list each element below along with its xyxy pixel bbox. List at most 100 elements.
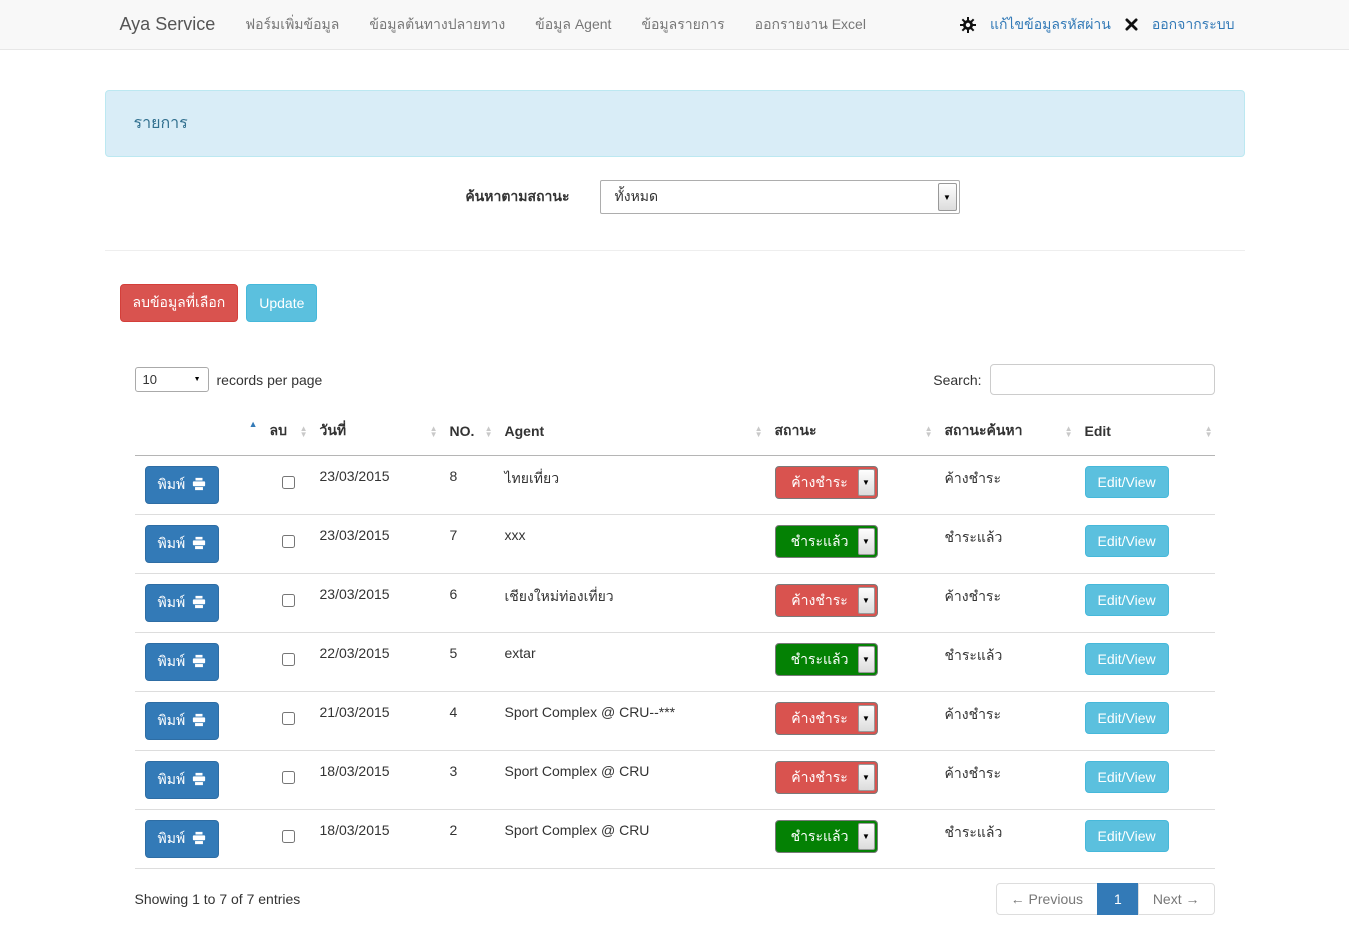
page-1-button[interactable]: 1 xyxy=(1097,883,1139,915)
table-row: พิมพ์ 23/03/2015 6 เชียงใหม่ท่องเที่ยว xyxy=(134,573,1215,633)
edit-view-button[interactable]: Edit/View xyxy=(1084,702,1169,734)
status-select[interactable]: ค้างชำระ ▼ xyxy=(774,466,878,499)
delete-selected-button[interactable]: ลบข้อมูลที่เลือก xyxy=(119,284,239,322)
row-checkbox[interactable] xyxy=(281,594,295,607)
print-button[interactable]: พิมพ์ xyxy=(144,643,220,681)
records-per-page-label: records per page xyxy=(216,371,323,388)
status-select[interactable]: ค้างชำระ ▼ xyxy=(774,584,878,617)
sort-asc-icon: ▲ xyxy=(248,419,258,429)
edit-view-button[interactable]: Edit/View xyxy=(1084,761,1169,793)
nav-item-export-excel[interactable]: ออกรายงาน Excel xyxy=(754,15,866,32)
sort-icons: ▲ ▼ xyxy=(429,424,438,440)
main-nav: ฟอร์มเพิ่มข้อมูล ข้อมูลต้นทางปลายทาง ข้อ… xyxy=(230,0,881,49)
header-no[interactable]: NO. ▲ ▼ xyxy=(439,411,495,456)
header-agent[interactable]: Agent ▲ ▼ xyxy=(494,411,765,456)
status-filter-label: ค้นหาตามสถานะ xyxy=(465,188,570,204)
agent-cell: extar xyxy=(494,632,765,692)
row-checkbox[interactable] xyxy=(281,712,295,725)
edit-view-button[interactable]: Edit/View xyxy=(1084,584,1169,616)
page-size-select[interactable]: 10 ▼ xyxy=(134,367,209,392)
status-select[interactable]: ชำระแล้ว ▼ xyxy=(774,525,878,558)
date-cell: 18/03/2015 xyxy=(309,809,440,869)
logout-link[interactable]: ออกจากระบบ xyxy=(1151,15,1235,32)
status-search-cell: ชำระแล้ว xyxy=(934,632,1075,692)
previous-page-button[interactable]: ← Previous xyxy=(995,883,1099,915)
print-button[interactable]: พิมพ์ xyxy=(144,584,220,622)
status-search-cell: ค้างชำระ xyxy=(934,455,1075,515)
chevron-down-icon: ▼ xyxy=(857,469,875,496)
status-filter-select[interactable]: ทั้งหมด ▼ xyxy=(599,180,960,214)
search-label: Search: xyxy=(933,371,982,388)
search-input[interactable] xyxy=(989,364,1215,395)
chevron-down-icon: ▼ xyxy=(857,528,875,555)
no-cell: 6 xyxy=(439,573,495,633)
close-icon xyxy=(1125,18,1138,31)
sort-icons: ▲ ▼ xyxy=(299,424,308,440)
date-cell: 23/03/2015 xyxy=(309,455,440,515)
status-search-cell: ชำระแล้ว xyxy=(934,514,1075,574)
printer-icon xyxy=(192,772,206,789)
records-table: ▲ ลบ ▲ ▼ วันที่ ▲ ▼ NO. ▲ ▼ Age xyxy=(134,411,1215,869)
sort-icons: ▲ ▼ xyxy=(1204,424,1213,440)
agent-cell: Sport Complex @ CRU xyxy=(494,750,765,810)
nav-item-add-form[interactable]: ฟอร์มเพิ่มข้อมูล xyxy=(245,15,340,32)
next-page-button[interactable]: Next → xyxy=(1137,883,1215,915)
edit-view-button[interactable]: Edit/View xyxy=(1084,643,1169,675)
status-select[interactable]: ค้างชำระ ▼ xyxy=(774,702,878,735)
date-cell: 23/03/2015 xyxy=(309,514,440,574)
header-delete[interactable]: ลบ ▲ ▼ xyxy=(259,411,310,456)
sort-icons: ▲ ▼ xyxy=(924,424,933,440)
nav-item-origin-destination[interactable]: ข้อมูลต้นทางปลายทาง xyxy=(369,15,506,32)
status-search-cell: ชำระแล้ว xyxy=(934,809,1075,869)
print-button[interactable]: พิมพ์ xyxy=(144,525,220,563)
printer-icon xyxy=(192,477,206,494)
date-cell: 22/03/2015 xyxy=(309,632,440,692)
edit-view-button[interactable]: Edit/View xyxy=(1084,820,1169,852)
table-row: พิมพ์ 18/03/2015 3 Sport Complex @ CRU xyxy=(134,750,1215,810)
chevron-down-icon: ▼ xyxy=(857,587,875,614)
nav-item-agent-data[interactable]: ข้อมูล Agent xyxy=(535,15,612,32)
status-select[interactable]: ชำระแล้ว ▼ xyxy=(774,820,878,853)
header-edit[interactable]: Edit ▲ ▼ xyxy=(1074,411,1215,456)
chevron-down-icon: ▼ xyxy=(937,183,957,211)
row-checkbox[interactable] xyxy=(281,653,295,666)
printer-icon xyxy=(192,595,206,612)
sort-icons: ▲ ▼ xyxy=(754,424,763,440)
no-cell: 3 xyxy=(439,750,495,810)
print-button[interactable]: พิมพ์ xyxy=(144,761,220,799)
agent-cell: Sport Complex @ CRU--*** xyxy=(494,691,765,751)
edit-password-link[interactable]: แก้ไขข้อมูลรหัสผ่าน xyxy=(990,15,1111,32)
header-status[interactable]: สถานะ ▲ ▼ xyxy=(764,411,935,456)
print-button[interactable]: พิมพ์ xyxy=(144,820,220,858)
print-button[interactable]: พิมพ์ xyxy=(144,702,220,740)
app-brand: Aya Service xyxy=(119,14,216,34)
status-search-cell: ค้างชำระ xyxy=(934,573,1075,633)
table-row: พิมพ์ 21/03/2015 4 Sport Complex @ CRU-- xyxy=(134,691,1215,751)
row-checkbox[interactable] xyxy=(281,771,295,784)
divider xyxy=(104,250,1245,251)
edit-view-button[interactable]: Edit/View xyxy=(1084,466,1169,498)
agent-cell: ไทยเที่ยว xyxy=(494,455,765,515)
print-button[interactable]: พิมพ์ xyxy=(144,466,220,504)
agent-cell: เชียงใหม่ท่องเที่ยว xyxy=(494,573,765,633)
header-print[interactable]: ▲ xyxy=(134,411,260,456)
header-date[interactable]: วันที่ ▲ ▼ xyxy=(309,411,440,456)
status-select[interactable]: ค้างชำระ ▼ xyxy=(774,761,878,794)
table-row: พิมพ์ 18/03/2015 2 Sport Complex @ CRU xyxy=(134,809,1215,869)
gear-icon xyxy=(960,16,977,33)
row-checkbox[interactable] xyxy=(281,830,295,843)
no-cell: 2 xyxy=(439,809,495,869)
no-cell: 7 xyxy=(439,514,495,574)
chevron-down-icon: ▼ xyxy=(857,764,875,791)
nav-item-list-data[interactable]: ข้อมูลรายการ xyxy=(641,15,725,32)
agent-cell: xxx xyxy=(494,514,765,574)
row-checkbox[interactable] xyxy=(281,476,295,489)
row-checkbox[interactable] xyxy=(281,535,295,548)
update-button[interactable]: Update xyxy=(246,284,318,322)
printer-icon xyxy=(192,654,206,671)
edit-view-button[interactable]: Edit/View xyxy=(1084,525,1169,557)
page-title: รายการ xyxy=(104,90,1245,157)
printer-icon xyxy=(192,536,206,553)
header-status-search[interactable]: สถานะค้นหา ▲ ▼ xyxy=(934,411,1075,456)
status-select[interactable]: ชำระแล้ว ▼ xyxy=(774,643,878,676)
